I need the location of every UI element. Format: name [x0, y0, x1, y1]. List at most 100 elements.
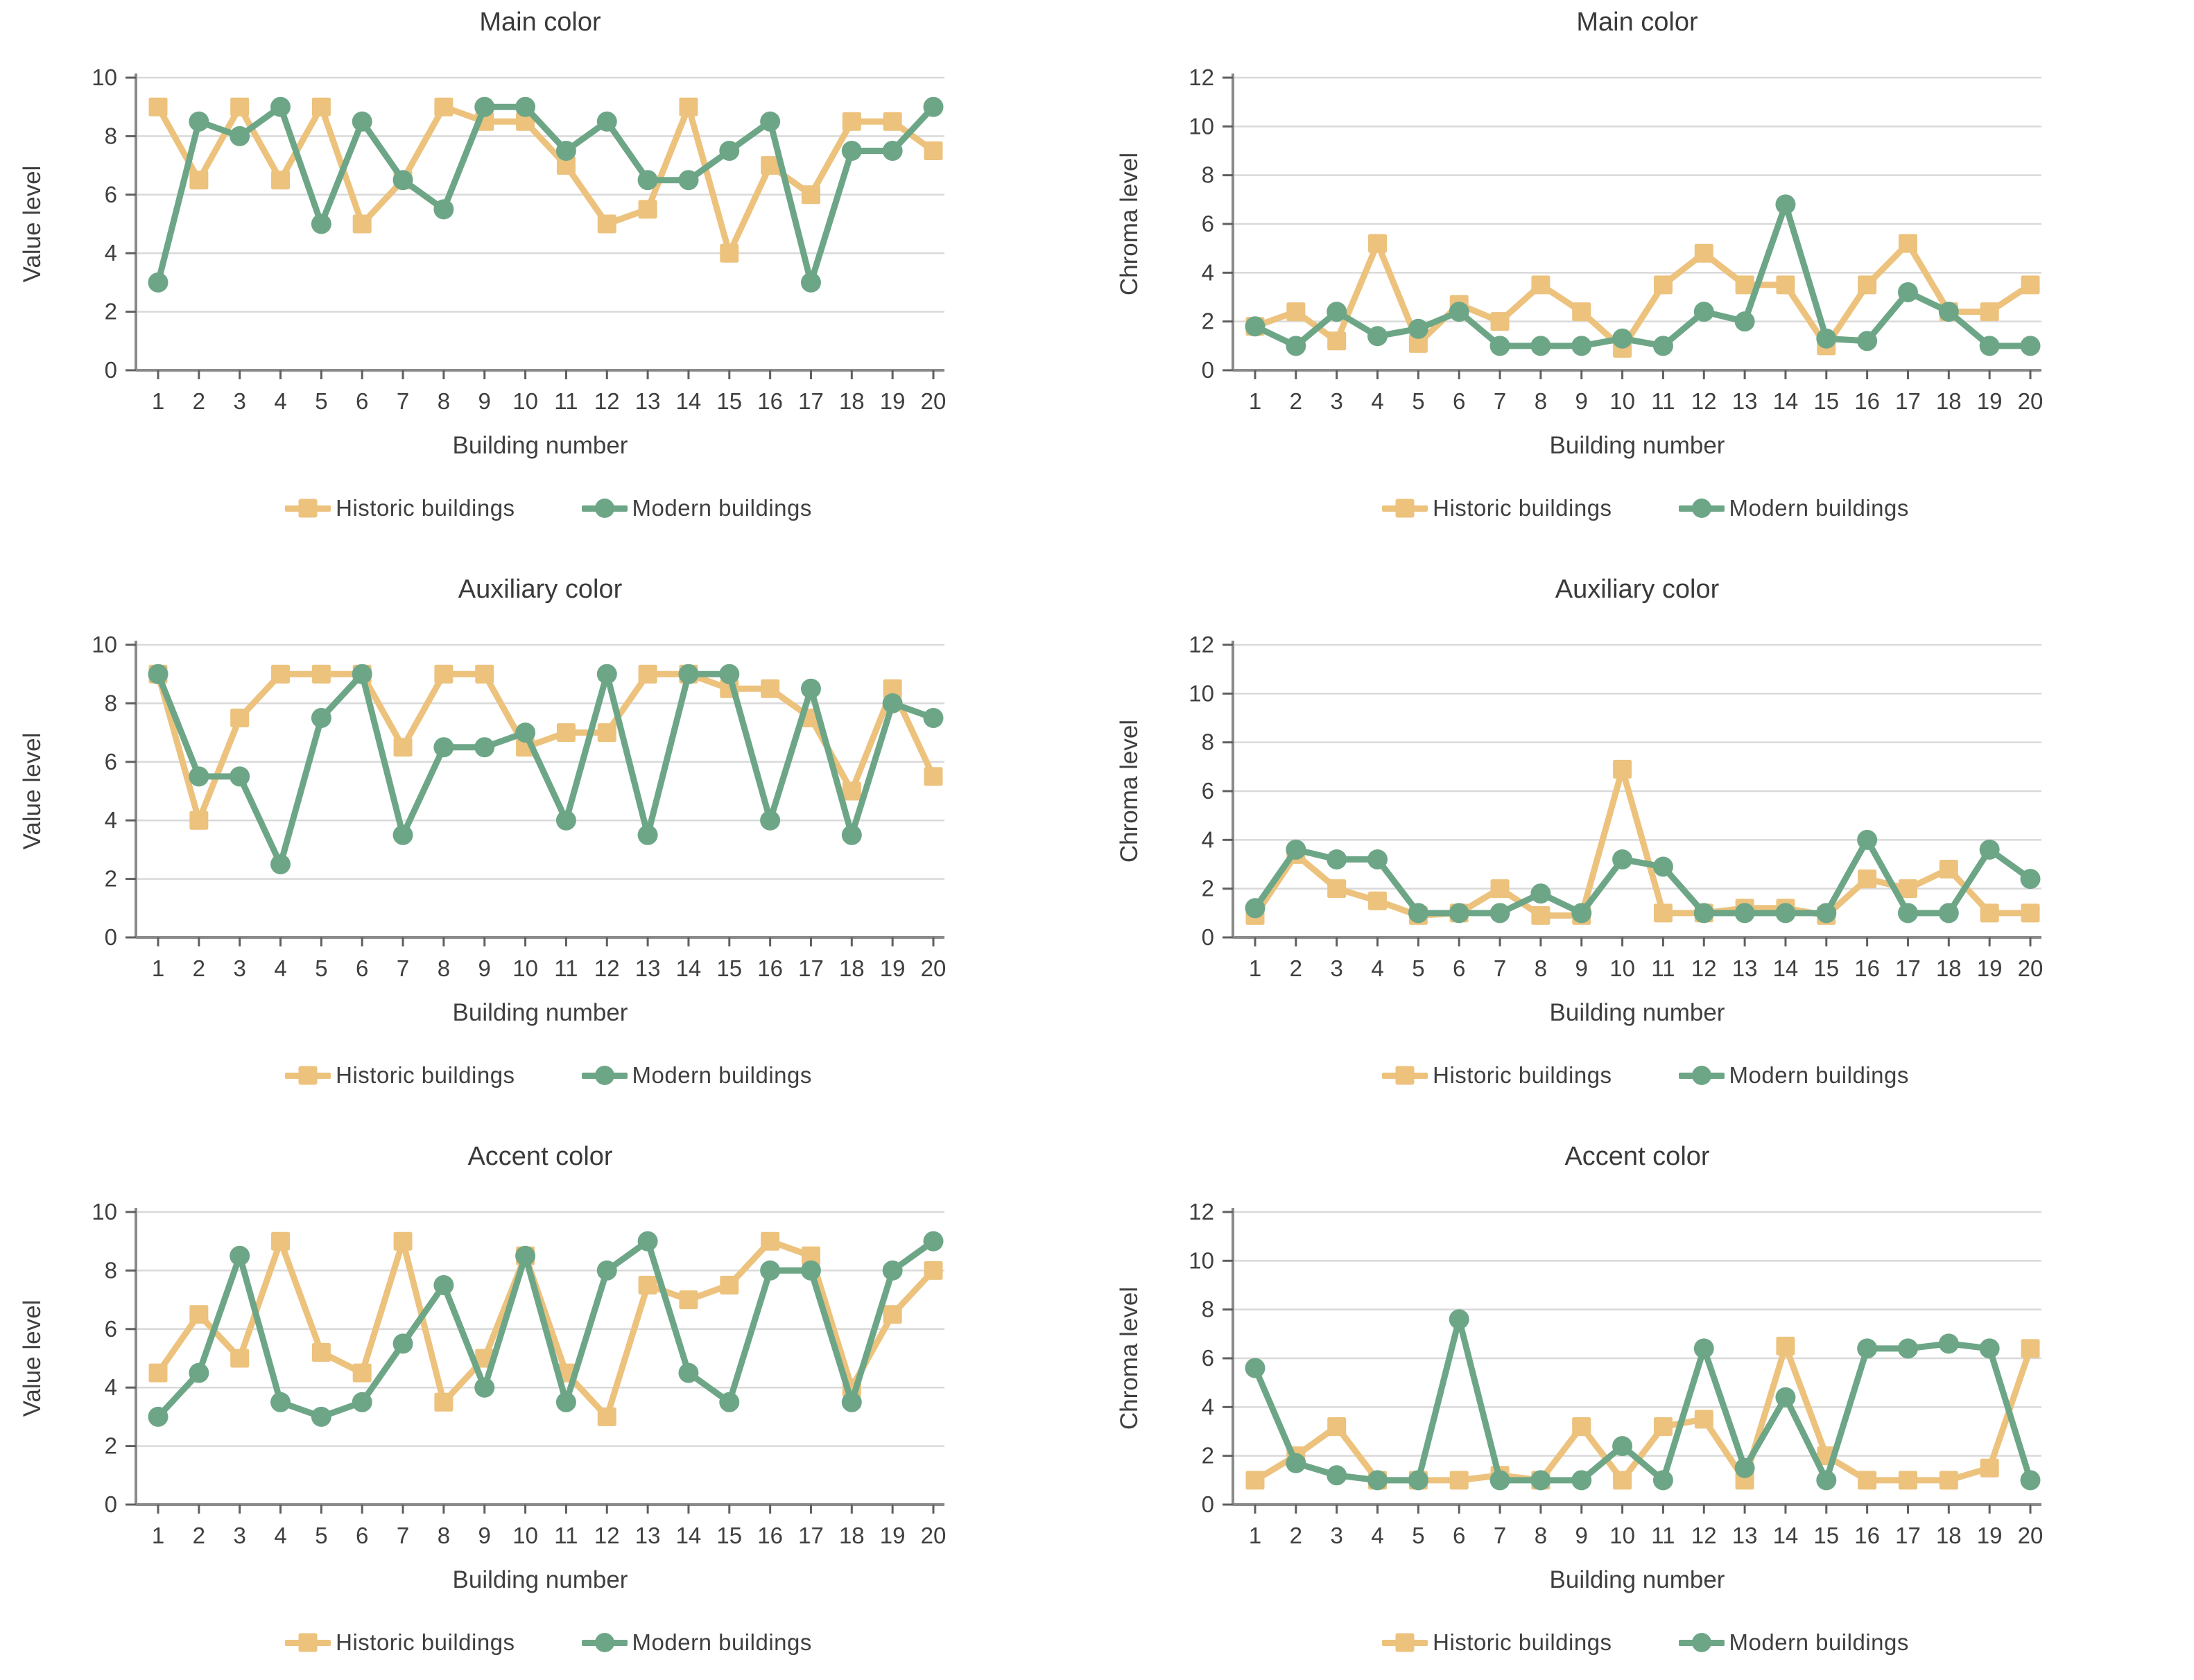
chart-panel-auxiliary-color-chroma: Auxiliary color 0 2 4 6 8 10 12 1 2 3 4 5 6 7 8 9 10 11 12 1…: [1097, 567, 2194, 1134]
legend: Historic buildings Modern buildings: [0, 1629, 1097, 1656]
modern-series-marker-icon: [581, 1633, 628, 1652]
x-axis-title: Building number: [1550, 432, 1725, 459]
svg-text:4: 4: [1371, 388, 1383, 414]
svg-text:16: 16: [757, 1523, 783, 1548]
legend: Historic buildings Modern buildings: [1097, 1062, 2194, 1089]
modern-series-marker-icon: [1678, 1066, 1725, 1085]
svg-text:5: 5: [1412, 1523, 1424, 1548]
svg-text:1: 1: [1249, 388, 1261, 414]
svg-text:11: 11: [554, 1523, 578, 1548]
svg-text:8: 8: [1202, 729, 1214, 755]
svg-text:19: 19: [1977, 388, 2003, 414]
svg-text:6: 6: [1453, 955, 1465, 981]
legend-item-modern: Modern buildings: [1678, 1629, 1909, 1656]
svg-text:4: 4: [105, 807, 117, 833]
svg-text:12: 12: [1189, 64, 1214, 90]
historic-series-marker-icon: [1382, 1633, 1428, 1652]
svg-text:7: 7: [397, 955, 409, 981]
legend-label-historic: Historic buildings: [1433, 495, 1612, 521]
svg-text:1: 1: [152, 388, 164, 414]
svg-text:12: 12: [1691, 388, 1717, 414]
svg-text:19: 19: [1977, 1523, 2003, 1548]
svg-text:0: 0: [105, 357, 117, 383]
svg-text:20: 20: [921, 388, 947, 414]
svg-text:6: 6: [356, 955, 368, 981]
svg-text:2: 2: [105, 1433, 117, 1459]
svg-text:10: 10: [1189, 113, 1214, 139]
svg-text:4: 4: [1371, 955, 1383, 981]
modern-series-marker-icon: [1678, 1633, 1725, 1652]
svg-text:14: 14: [1773, 1523, 1799, 1548]
svg-text:4: 4: [1202, 259, 1214, 285]
svg-text:19: 19: [880, 955, 906, 981]
svg-text:17: 17: [798, 388, 824, 414]
svg-text:1: 1: [1249, 955, 1261, 981]
svg-text:6: 6: [356, 1523, 368, 1548]
legend-item-historic: Historic buildings: [285, 1629, 515, 1656]
legend-label-historic: Historic buildings: [1433, 1629, 1612, 1655]
svg-text:17: 17: [1895, 1523, 1921, 1548]
chart-panel-main-color-chroma: Main color 0 2 4 6 8 10 12 1 2 3 4 5 6 7 8 9 10 11 12 13 14 15…: [1097, 0, 2194, 567]
svg-text:13: 13: [635, 388, 661, 414]
svg-text:9: 9: [1575, 388, 1588, 414]
legend-item-modern: Modern buildings: [581, 1062, 812, 1089]
legend: Historic buildings Modern buildings: [0, 495, 1097, 521]
svg-text:16: 16: [757, 388, 783, 414]
legend-label-modern: Modern buildings: [1729, 1629, 1909, 1655]
svg-text:6: 6: [1202, 1345, 1214, 1371]
svg-text:18: 18: [839, 955, 865, 981]
chart-title: Auxiliary color: [1555, 575, 1720, 604]
svg-text:11: 11: [554, 388, 578, 414]
svg-text:18: 18: [839, 1523, 865, 1548]
svg-text:18: 18: [1936, 955, 1962, 981]
svg-text:15: 15: [1813, 955, 1839, 981]
legend-label-modern: Modern buildings: [632, 1062, 812, 1088]
svg-text:16: 16: [1854, 955, 1880, 981]
legend: Historic buildings Modern buildings: [0, 1062, 1097, 1089]
svg-text:10: 10: [1189, 1247, 1214, 1273]
svg-text:8: 8: [105, 123, 117, 148]
svg-text:9: 9: [478, 388, 491, 414]
svg-text:17: 17: [798, 955, 824, 981]
historic-series-marker-icon: [1382, 1066, 1428, 1085]
svg-text:8: 8: [1535, 388, 1547, 414]
svg-text:16: 16: [1854, 388, 1880, 414]
svg-text:17: 17: [1895, 955, 1921, 981]
svg-text:20: 20: [921, 955, 947, 981]
legend-label-modern: Modern buildings: [1729, 1062, 1909, 1088]
svg-text:4: 4: [1202, 1394, 1214, 1419]
svg-text:2: 2: [193, 1523, 205, 1548]
svg-text:10: 10: [512, 1523, 538, 1548]
x-axis-title: Building number: [453, 432, 628, 459]
svg-text:6: 6: [105, 182, 117, 207]
svg-text:0: 0: [105, 1491, 117, 1517]
svg-text:12: 12: [1691, 1523, 1717, 1548]
svg-text:11: 11: [1651, 955, 1675, 981]
historic-series-marker-icon: [285, 1066, 331, 1085]
svg-text:16: 16: [757, 955, 783, 981]
svg-text:7: 7: [1494, 1523, 1506, 1548]
modern-series-marker-icon: [581, 1066, 628, 1085]
svg-text:2: 2: [1202, 876, 1214, 901]
svg-text:1: 1: [1249, 1523, 1261, 1548]
svg-text:10: 10: [512, 955, 538, 981]
svg-text:4: 4: [1371, 1523, 1383, 1548]
svg-text:7: 7: [1494, 388, 1506, 414]
svg-text:3: 3: [1331, 1523, 1343, 1548]
svg-text:16: 16: [1854, 1523, 1880, 1548]
svg-text:14: 14: [676, 388, 702, 414]
legend-label-modern: Modern buildings: [632, 495, 812, 521]
svg-text:3: 3: [234, 388, 246, 414]
svg-text:12: 12: [594, 955, 620, 981]
historic-series-marker-icon: [285, 1633, 331, 1652]
legend-label-modern: Modern buildings: [632, 1629, 812, 1655]
x-axis-title: Building number: [1550, 999, 1725, 1026]
svg-text:4: 4: [274, 1523, 286, 1548]
svg-text:1: 1: [152, 1523, 164, 1548]
svg-text:13: 13: [635, 1523, 661, 1548]
